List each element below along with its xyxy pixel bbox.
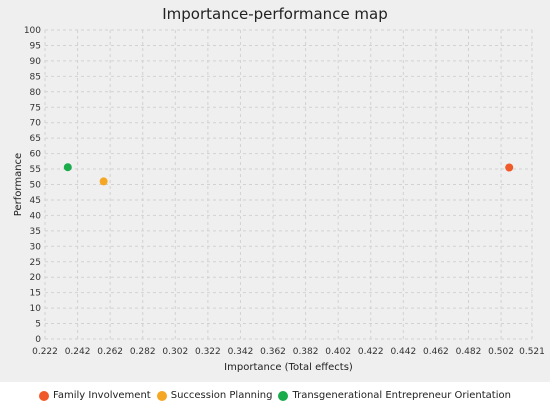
y-tick-label: 15 — [30, 289, 41, 299]
legend-item: Transgenerational Entrepreneur Orientati… — [278, 390, 511, 401]
legend-item: Family Involvement — [39, 390, 151, 401]
x-axis-label: Importance (Total effects) — [224, 362, 353, 373]
x-tick-label: 0.222 — [32, 347, 58, 357]
legend-marker — [156, 390, 167, 401]
y-tick-label: 55 — [30, 165, 41, 175]
y-tick-label: 10 — [30, 304, 42, 314]
y-tick-label: 75 — [30, 103, 41, 113]
x-tick-label: 0.362 — [260, 347, 286, 357]
y-tick-label: 40 — [30, 211, 42, 221]
x-tick-label: 0.262 — [97, 347, 123, 357]
y-tick-label: 95 — [30, 41, 41, 51]
x-tick-label: 0.282 — [130, 347, 156, 357]
x-tick-label: 0.521 — [519, 347, 545, 357]
y-tick-label: 45 — [30, 196, 41, 206]
chart-panel: Importance-performance map 0 5 10 15 20 25 30 3… — [0, 0, 550, 382]
x-tick-label: 0.402 — [325, 347, 351, 357]
legend-label: Transgenerational Entrepreneur Orientati… — [292, 390, 511, 401]
x-tick-label: 0.302 — [162, 347, 188, 357]
legend-item: Succession Planning — [156, 390, 273, 401]
y-tick-label: 30 — [30, 242, 42, 252]
point-layer — [63, 163, 514, 186]
y-tick-label: 90 — [30, 57, 42, 67]
legend-marker — [278, 390, 289, 401]
y-tick-label: 65 — [30, 134, 41, 144]
x-tick-label: 0.462 — [423, 347, 449, 357]
data-point — [63, 163, 72, 172]
x-tick-label: 0.342 — [228, 347, 254, 357]
legend: Family Involvement Succession Planning Tra… — [0, 390, 550, 401]
x-tick-label: 0.442 — [390, 347, 416, 357]
scatter-plot: 0 5 10 15 20 25 30 35 40 45 50 55 60 65 70 75 80 85 90 95 10… — [13, 26, 545, 373]
chart-title: Importance-performance map — [162, 5, 388, 23]
x-tick-label: 0.502 — [488, 347, 514, 357]
data-point — [99, 177, 108, 186]
tick-layer: 0 5 10 15 20 25 30 35 40 45 50 55 60 65 70 75 80 85 90 95 10… — [24, 26, 545, 357]
y-tick-label: 85 — [30, 72, 41, 82]
y-tick-label: 80 — [30, 88, 42, 98]
y-tick-label: 5 — [35, 320, 41, 330]
y-tick-label: 70 — [30, 119, 42, 129]
x-tick-label: 0.422 — [358, 347, 384, 357]
plot-area — [45, 30, 532, 339]
y-tick-label: 100 — [24, 26, 41, 36]
data-point — [505, 163, 514, 172]
x-tick-label: 0.322 — [195, 347, 221, 357]
x-tick-label: 0.242 — [65, 347, 91, 357]
y-tick-label: 0 — [35, 335, 41, 345]
x-tick-label: 0.482 — [456, 347, 482, 357]
legend-label: Succession Planning — [170, 390, 273, 401]
x-tick-label: 0.382 — [293, 347, 319, 357]
y-tick-label: 50 — [30, 181, 42, 191]
y-tick-label: 60 — [30, 150, 42, 160]
y-tick-label: 35 — [30, 227, 41, 237]
legend-marker — [39, 390, 50, 401]
y-tick-label: 20 — [30, 273, 42, 283]
y-tick-label: 25 — [30, 258, 41, 268]
y-axis-label: Performance — [13, 153, 24, 216]
legend-label: Family Involvement — [53, 390, 151, 401]
